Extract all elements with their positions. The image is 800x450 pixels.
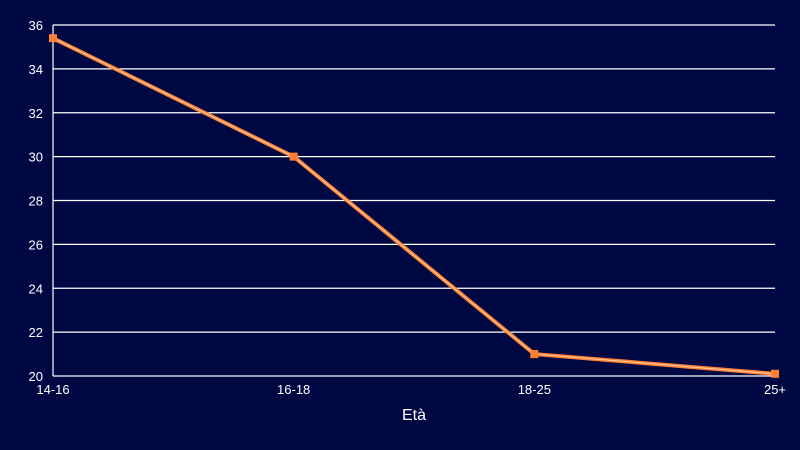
data-point-14-16 bbox=[49, 34, 57, 43]
y-tick-label-20: 20 bbox=[29, 369, 43, 384]
series-line bbox=[52, 36, 776, 376]
series bbox=[49, 34, 779, 378]
gridlines bbox=[53, 24, 775, 377]
data-point-25+ bbox=[771, 369, 779, 378]
y-tick-labels: 20 22 24 26 28 30 32 34 36 bbox=[29, 18, 43, 384]
y-tick-label-24: 24 bbox=[29, 281, 43, 296]
x-tick-label-14-16: 14-16 bbox=[36, 382, 69, 397]
y-tick-label-26: 26 bbox=[29, 237, 43, 252]
y-tick-label-28: 28 bbox=[29, 194, 43, 209]
y-tick-label-32: 32 bbox=[29, 106, 43, 121]
y-tick-label-30: 30 bbox=[29, 150, 43, 165]
series-line-highlight bbox=[52, 37, 776, 375]
x-tick-label-16-18: 16-18 bbox=[277, 382, 310, 397]
data-point-18-25 bbox=[530, 350, 539, 359]
x-tick-label-18-25: 18-25 bbox=[518, 382, 551, 397]
x-tick-label-25+: 25+ bbox=[764, 382, 786, 397]
y-tick-label-34: 34 bbox=[29, 62, 43, 77]
x-axis-title: Età bbox=[402, 407, 426, 424]
x-tick-labels: 14-16 16-18 18-25 25+ bbox=[36, 382, 786, 397]
data-point-16-18 bbox=[289, 152, 298, 161]
y-tick-label-22: 22 bbox=[29, 325, 43, 340]
y-tick-label-36: 36 bbox=[29, 18, 43, 33]
